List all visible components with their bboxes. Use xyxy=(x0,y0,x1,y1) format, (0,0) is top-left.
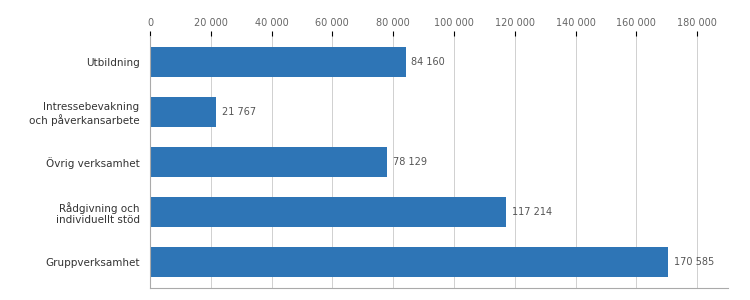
Bar xyxy=(150,47,406,77)
Bar xyxy=(150,97,216,127)
Text: 117 214: 117 214 xyxy=(512,207,552,217)
Text: 84 160: 84 160 xyxy=(411,57,445,68)
Text: 21 767: 21 767 xyxy=(222,107,256,117)
Bar xyxy=(150,147,388,177)
Text: 170 585: 170 585 xyxy=(674,256,714,267)
Bar xyxy=(150,197,506,227)
Text: 78 129: 78 129 xyxy=(393,157,427,167)
Bar xyxy=(150,247,668,277)
